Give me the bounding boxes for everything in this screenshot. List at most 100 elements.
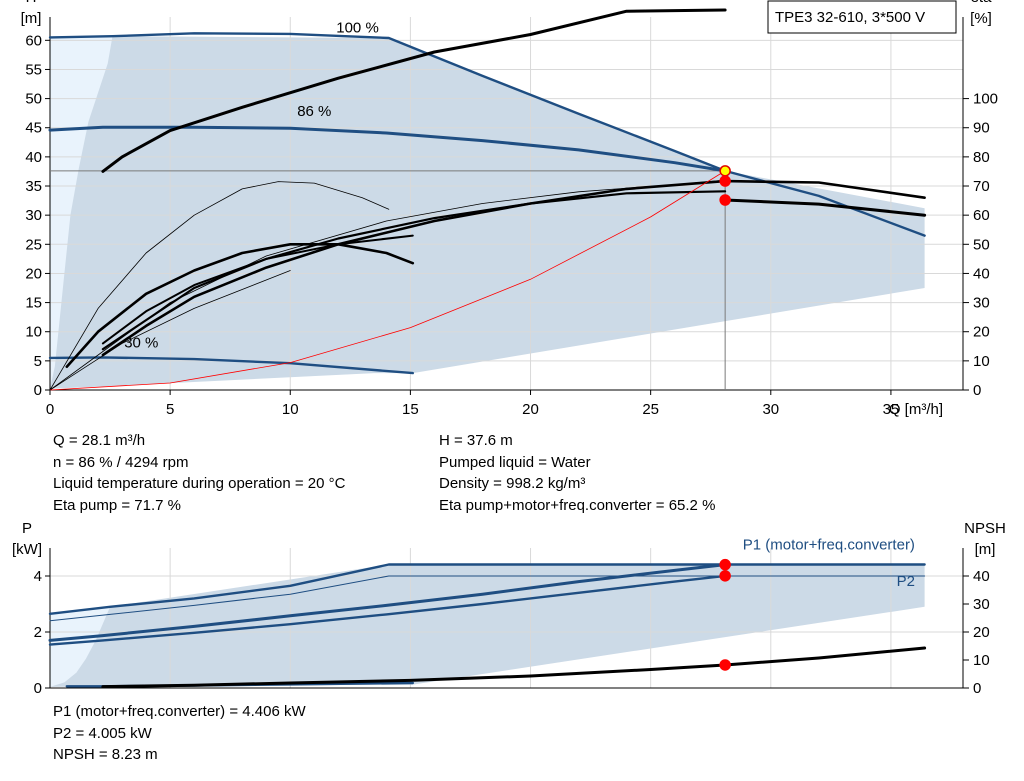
operating-point [719,659,731,671]
result-p1: P1 (motor+freq.converter) = 4.406 kW [53,703,306,720]
series-line [48,32,926,237]
result-head: H = 37.6 m [439,432,513,449]
series-line [101,179,926,357]
y2-tick-label: 20 [973,324,990,341]
y2-tick-label: 30 [973,596,990,613]
series-line [101,234,414,345]
x-tick-label: 10 [282,401,299,418]
y-tick-label: 60 [25,32,42,49]
results-bottom: P1 (motor+freq.converter) = 4.406 kW P2 … [53,701,306,766]
y2-tick-label: 90 [973,120,990,137]
power-operating-area [50,564,925,687]
x-tick-label: 15 [402,401,419,418]
series-line [49,181,390,391]
y2-tick-label: 0 [973,680,981,697]
results-right: H = 37.6 m Pumped liquid = Water Density… [439,430,715,516]
x-tick-label: 0 [46,401,54,418]
y-tick-label: 0 [34,382,42,399]
y-axis-unit: [kW] [12,541,42,558]
operating-point [719,558,731,571]
operating-point [719,194,731,206]
power-light-area [50,606,111,687]
series-line [723,198,927,217]
result-pumped-liquid: Pumped liquid = Water [439,453,591,471]
result-npsh: NPSH = 8.23 m [53,746,158,763]
y2-axis-unit: [m] [975,541,996,558]
curve-label: 30 % [124,334,158,351]
series-line [49,270,291,391]
x-tick-label: 30 [762,401,779,418]
y2-tick-label: 70 [973,178,990,195]
result-density: Density = 998.2 kg/m³ [439,475,586,492]
results-left: Q = 28.1 m³/h n = 86 % / 4294 rpm Liquid… [53,430,345,516]
y-tick-label: 30 [25,207,42,224]
series-line [48,574,727,646]
series-line [65,243,415,368]
x-tick-label: 35 [883,401,900,418]
result-eta-total: Eta pump+motor+freq.converter = 65.2 % [439,496,716,514]
y2-tick-label: 80 [973,149,990,166]
y-tick-label: 50 [25,91,42,108]
operating-point [719,165,731,177]
x-tick-label: 20 [522,401,539,418]
y2-tick-label: 30 [973,295,990,312]
x-tick-label: 25 [642,401,659,418]
series-line [49,170,726,391]
result-flow: Q = 28.1 m³/h [53,432,146,449]
x-tick-label: 5 [166,401,174,418]
y2-tick-label: 60 [973,207,990,224]
series-line [101,646,927,689]
y-axis-label: H [26,0,37,6]
result-eta-pump: Eta pump = 71.7 % [53,496,181,514]
y-tick-label: 10 [25,324,42,341]
y2-axis-label: NPSH [964,520,1006,537]
y-tick-label: 0 [34,680,42,697]
y2-tick-label: 20 [973,624,990,641]
legend-entry: P2 [897,573,915,590]
y2-tick-label: 10 [973,353,990,370]
series-line [48,563,727,642]
y-tick-label: 4 [34,568,42,585]
series-line [49,179,726,391]
y2-axis-label: eta [971,0,993,6]
series-line [48,356,414,375]
curve-label: 100 % [336,20,379,37]
title-box [767,0,957,34]
result-speed: n = 86 % / 4294 rpm [53,453,189,471]
chart-title: TPE3 32-610, 3*500 V [775,9,925,26]
series-line [49,575,926,622]
x-axis-label: Q [m³/h] [889,401,943,418]
operating-point [719,175,731,187]
curve-label: 86 % [297,103,331,120]
y-tick-label: 45 [25,120,42,137]
y-tick-label: 35 [25,178,42,195]
y-tick-label: 15 [25,295,42,312]
y2-tick-label: 0 [973,382,981,399]
y2-tick-label: 100 [973,91,998,108]
head-panel: 0510152025303540455055600102030405060708… [21,0,998,418]
y-axis-unit: [m] [21,10,42,27]
y2-tick-label: 40 [973,568,990,585]
y-tick-label: 40 [25,149,42,166]
y-tick-label: 20 [25,265,42,282]
y2-axis-unit: [%] [970,10,992,27]
operating-point [719,570,731,582]
series-line [48,563,926,615]
y2-tick-label: 10 [973,652,990,669]
series-line [101,8,727,173]
y2-tick-label: 50 [973,236,990,253]
y-axis-label: P [22,520,32,537]
y-tick-label: 25 [25,236,42,253]
result-p2: P2 = 4.005 kW [53,724,152,742]
y2-tick-label: 40 [973,265,990,282]
y-tick-label: 2 [34,624,42,641]
head-light-area [50,36,113,389]
legend-entry: P1 (motor+freq.converter) [743,536,915,553]
series-line [101,190,727,351]
y-tick-label: 5 [34,353,42,370]
series-line [48,125,727,173]
result-liquid-temperature: Liquid temperature during operation = 20… [53,475,346,492]
y-tick-label: 55 [25,61,42,78]
